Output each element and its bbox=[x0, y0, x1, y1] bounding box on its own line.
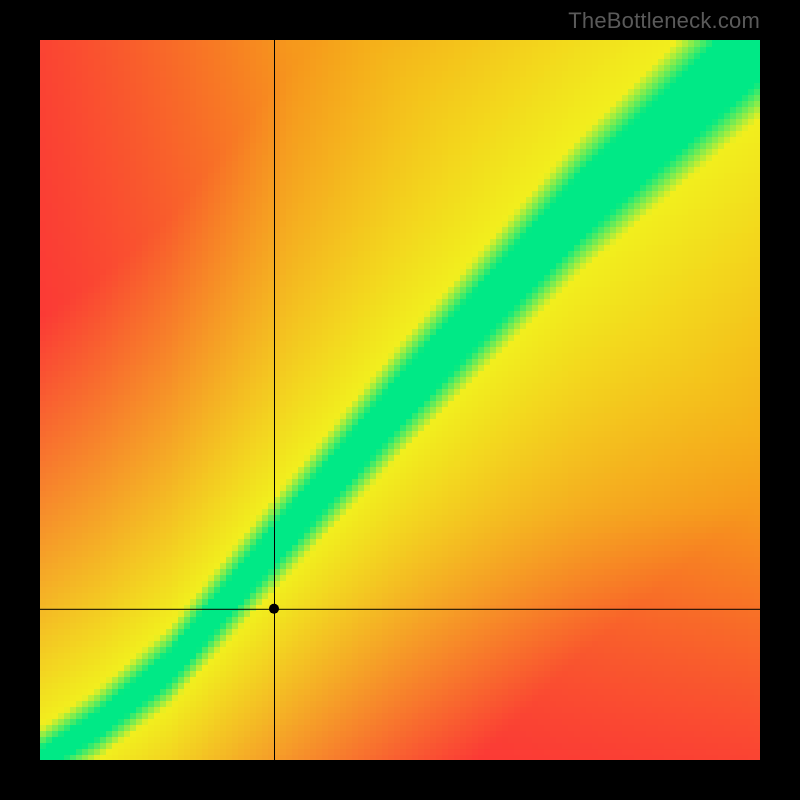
bottleneck-heatmap bbox=[40, 40, 760, 760]
watermark-text: TheBottleneck.com bbox=[568, 8, 760, 34]
chart-frame: TheBottleneck.com bbox=[0, 0, 800, 800]
